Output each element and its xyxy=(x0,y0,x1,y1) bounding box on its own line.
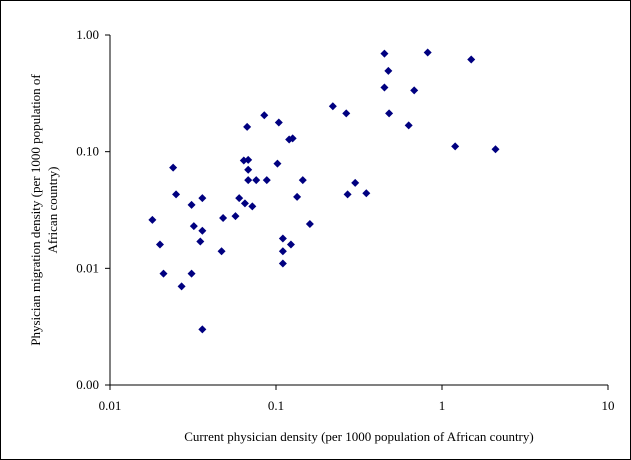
data-point xyxy=(248,202,257,211)
data-point xyxy=(198,226,207,235)
data-point xyxy=(351,178,360,187)
data-point xyxy=(286,240,295,249)
data-point xyxy=(244,176,253,185)
data-point xyxy=(187,200,196,209)
data-point xyxy=(423,48,432,57)
data-point xyxy=(273,159,282,168)
data-point xyxy=(467,55,476,64)
data-point xyxy=(491,145,500,154)
y-tick-label: 0.01 xyxy=(76,260,99,275)
data-point xyxy=(159,269,168,278)
y-axis-title: Physician migration density (per 1000 po… xyxy=(28,74,60,346)
data-point xyxy=(243,122,252,131)
data-point xyxy=(362,189,371,198)
data-point xyxy=(262,176,271,185)
data-point xyxy=(189,222,198,231)
data-point xyxy=(305,219,314,228)
data-point xyxy=(342,109,351,118)
data-point xyxy=(278,247,287,256)
data-point xyxy=(169,163,178,172)
data-point xyxy=(385,109,394,118)
data-point xyxy=(219,214,228,223)
data-point xyxy=(198,325,207,334)
data-point xyxy=(298,176,307,185)
y-tick-label: 0.10 xyxy=(76,144,99,159)
data-point xyxy=(278,234,287,243)
data-point xyxy=(240,199,249,208)
data-point xyxy=(410,86,419,95)
data-point xyxy=(244,165,253,174)
data-point xyxy=(451,142,460,151)
data-point xyxy=(404,121,413,130)
data-point xyxy=(231,212,240,221)
data-point xyxy=(172,190,181,199)
data-point xyxy=(274,118,283,127)
data-point xyxy=(260,111,269,120)
x-tick-label: 0.1 xyxy=(268,398,284,413)
data-point xyxy=(328,102,337,111)
data-point xyxy=(244,155,253,164)
x-axis-title: Current physician density (per 1000 popu… xyxy=(184,429,533,444)
data-point xyxy=(187,269,196,278)
x-tick-label: 10 xyxy=(602,398,615,413)
data-point xyxy=(198,194,207,203)
data-point xyxy=(343,190,352,199)
data-point xyxy=(384,66,393,75)
y-tick-label: 1.00 xyxy=(76,27,99,42)
data-point xyxy=(196,237,205,246)
y-tick-label: 0.00 xyxy=(76,377,99,392)
x-tick-label: 0.01 xyxy=(99,398,122,413)
data-point xyxy=(148,215,157,224)
data-point xyxy=(380,49,389,58)
data-point xyxy=(252,176,261,185)
y-axis-title-line-1: Physician migration density (per 1000 po… xyxy=(28,74,43,346)
data-point xyxy=(217,247,226,256)
data-point xyxy=(380,83,389,92)
y-axis-title-line-2: African country) xyxy=(45,167,60,254)
data-point xyxy=(278,259,287,268)
data-point xyxy=(288,134,297,143)
data-point xyxy=(293,192,302,201)
data-points xyxy=(148,48,500,334)
x-tick-label: 1 xyxy=(439,398,446,413)
data-point xyxy=(235,194,244,203)
data-point xyxy=(177,282,186,291)
axes: 0.01 0.1 1 100.000.010.101.00 xyxy=(76,27,614,413)
data-point xyxy=(155,240,164,249)
